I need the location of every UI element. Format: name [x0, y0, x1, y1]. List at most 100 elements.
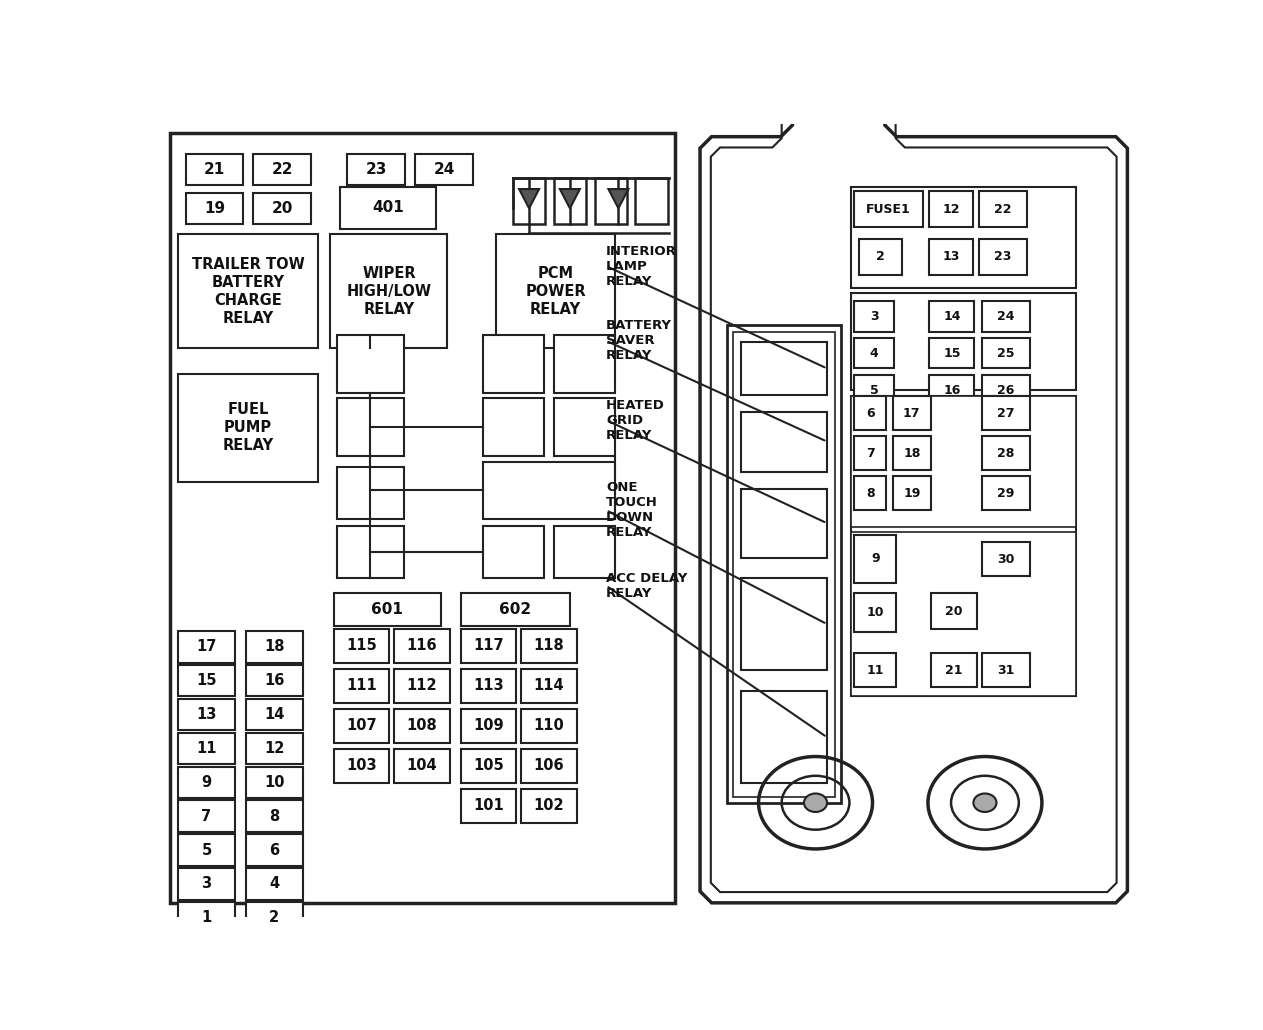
Text: 8: 8 — [269, 809, 279, 824]
FancyBboxPatch shape — [981, 437, 1029, 470]
FancyBboxPatch shape — [178, 868, 235, 900]
Text: 30: 30 — [997, 553, 1014, 565]
Text: 113: 113 — [472, 678, 504, 693]
FancyBboxPatch shape — [337, 525, 404, 578]
Text: 101: 101 — [472, 798, 504, 814]
Text: 15: 15 — [943, 346, 961, 359]
FancyBboxPatch shape — [340, 186, 436, 229]
FancyBboxPatch shape — [553, 177, 586, 224]
FancyBboxPatch shape — [246, 631, 303, 662]
Text: 18: 18 — [903, 447, 921, 459]
FancyBboxPatch shape — [337, 399, 404, 456]
Text: 110: 110 — [534, 718, 565, 733]
Text: 21: 21 — [203, 163, 225, 177]
FancyBboxPatch shape — [461, 789, 517, 823]
FancyBboxPatch shape — [931, 653, 978, 687]
FancyBboxPatch shape — [930, 301, 974, 332]
Text: 103: 103 — [346, 758, 376, 774]
FancyBboxPatch shape — [741, 488, 827, 558]
Text: 107: 107 — [346, 718, 376, 733]
FancyBboxPatch shape — [981, 301, 1029, 332]
FancyBboxPatch shape — [178, 800, 235, 832]
FancyBboxPatch shape — [178, 235, 318, 348]
FancyBboxPatch shape — [246, 868, 303, 900]
FancyBboxPatch shape — [854, 437, 887, 470]
Text: 11: 11 — [196, 741, 217, 756]
Text: 4: 4 — [269, 877, 279, 892]
FancyBboxPatch shape — [333, 668, 389, 702]
FancyBboxPatch shape — [553, 336, 615, 393]
FancyBboxPatch shape — [461, 593, 570, 625]
FancyBboxPatch shape — [178, 732, 235, 764]
Text: 25: 25 — [997, 346, 1014, 359]
FancyBboxPatch shape — [522, 709, 577, 743]
Text: 20: 20 — [272, 201, 293, 216]
Text: 22: 22 — [272, 163, 293, 177]
Text: INTERIOR
LAMP
RELAY: INTERIOR LAMP RELAY — [606, 244, 677, 287]
Text: 27: 27 — [997, 407, 1014, 419]
FancyBboxPatch shape — [733, 332, 835, 796]
FancyBboxPatch shape — [333, 593, 441, 625]
Text: 31: 31 — [997, 663, 1014, 677]
FancyBboxPatch shape — [178, 766, 235, 798]
FancyBboxPatch shape — [482, 461, 615, 519]
FancyBboxPatch shape — [461, 628, 517, 662]
FancyBboxPatch shape — [513, 177, 546, 224]
FancyBboxPatch shape — [333, 749, 389, 783]
FancyBboxPatch shape — [246, 834, 303, 866]
Text: 23: 23 — [365, 163, 386, 177]
Text: 118: 118 — [534, 639, 565, 653]
FancyBboxPatch shape — [254, 193, 311, 224]
Text: 19: 19 — [903, 487, 921, 500]
FancyBboxPatch shape — [851, 397, 1076, 696]
Text: 23: 23 — [994, 250, 1012, 264]
Polygon shape — [609, 190, 629, 208]
Text: 14: 14 — [943, 310, 961, 322]
Text: 2: 2 — [269, 911, 279, 925]
PathPatch shape — [700, 65, 1128, 903]
FancyBboxPatch shape — [482, 399, 544, 456]
FancyBboxPatch shape — [246, 902, 303, 933]
Text: 17: 17 — [903, 407, 921, 419]
Text: 20: 20 — [946, 605, 962, 618]
FancyBboxPatch shape — [178, 631, 235, 662]
Text: 5: 5 — [870, 383, 879, 397]
Text: 10: 10 — [866, 606, 884, 619]
Text: 13: 13 — [942, 250, 960, 264]
FancyBboxPatch shape — [979, 192, 1027, 227]
Text: WIPER
HIGH/LOW
RELAY: WIPER HIGH/LOW RELAY — [346, 266, 432, 317]
FancyBboxPatch shape — [331, 235, 447, 348]
FancyBboxPatch shape — [347, 154, 405, 185]
FancyBboxPatch shape — [333, 628, 389, 662]
Text: 105: 105 — [472, 758, 504, 774]
FancyBboxPatch shape — [482, 336, 544, 393]
Text: 108: 108 — [407, 718, 437, 733]
FancyBboxPatch shape — [178, 698, 235, 730]
FancyBboxPatch shape — [981, 653, 1029, 687]
FancyBboxPatch shape — [741, 691, 827, 784]
FancyBboxPatch shape — [178, 902, 235, 933]
FancyBboxPatch shape — [851, 531, 1076, 696]
Text: 5: 5 — [201, 843, 212, 858]
FancyBboxPatch shape — [930, 192, 973, 227]
FancyBboxPatch shape — [482, 525, 544, 578]
FancyBboxPatch shape — [394, 749, 450, 783]
FancyBboxPatch shape — [930, 239, 973, 275]
FancyBboxPatch shape — [854, 375, 894, 406]
Text: 15: 15 — [196, 674, 217, 688]
FancyBboxPatch shape — [981, 543, 1029, 577]
Text: 116: 116 — [407, 639, 437, 653]
FancyBboxPatch shape — [981, 476, 1029, 510]
Text: 9: 9 — [201, 775, 211, 790]
FancyBboxPatch shape — [854, 397, 887, 431]
Text: 9: 9 — [871, 552, 879, 565]
FancyBboxPatch shape — [254, 154, 311, 185]
Text: ACC DELAY
RELAY: ACC DELAY RELAY — [606, 572, 687, 599]
Text: 13: 13 — [196, 707, 217, 722]
FancyBboxPatch shape — [741, 578, 827, 671]
FancyBboxPatch shape — [595, 177, 626, 224]
Text: FUSE1: FUSE1 — [866, 203, 911, 215]
FancyBboxPatch shape — [635, 177, 668, 224]
FancyBboxPatch shape — [461, 749, 517, 783]
Text: 1: 1 — [201, 911, 212, 925]
